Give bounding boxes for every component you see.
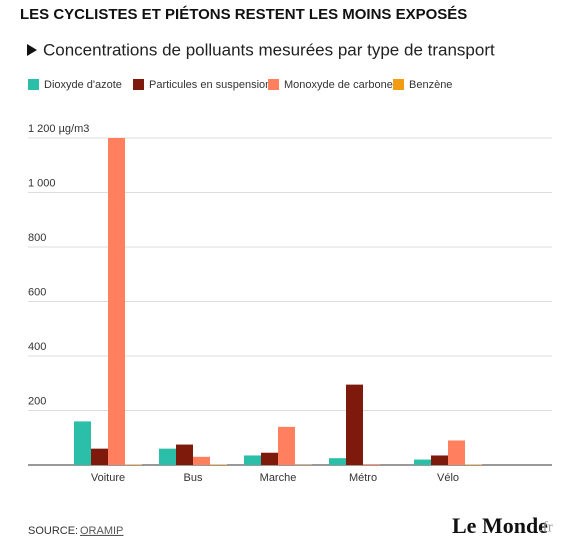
y-tick-label: 1 200 µg/m3 [28, 123, 89, 135]
bar [363, 464, 380, 465]
bar [431, 455, 448, 465]
bar [176, 444, 193, 465]
bar [244, 455, 261, 465]
chart-subtitle: Concentrations de polluants mesurées par… [43, 40, 495, 59]
legend-swatch [268, 79, 279, 90]
bar [329, 458, 346, 465]
bar [91, 448, 108, 465]
bar [465, 464, 482, 465]
legend-label: Monoxyde de carbone [284, 79, 393, 91]
x-tick-label: Marche [260, 472, 297, 484]
y-tick-label: 1 000 [28, 177, 56, 189]
x-tick-label: Métro [349, 472, 377, 484]
legend-label: Benzène [409, 79, 452, 91]
bar [193, 456, 210, 465]
bar [108, 138, 125, 465]
y-tick-label: 600 [28, 286, 46, 298]
bar [414, 459, 431, 465]
legend-label: Dioxyde d'azote [44, 79, 122, 91]
bar [210, 464, 227, 465]
chart-title: LES CYCLISTES ET PIÉTONS RESTENT LES MOI… [20, 6, 467, 23]
bar [125, 464, 142, 465]
legend-swatch [393, 79, 404, 90]
bar [74, 421, 91, 465]
logo-suffix: .fr [539, 519, 553, 535]
legend-swatch [28, 79, 39, 90]
source-link[interactable]: ORAMIP [80, 525, 123, 537]
y-tick-label: 400 [28, 341, 46, 353]
logo: Le Monde [452, 513, 548, 538]
legend-swatch [133, 79, 144, 90]
legend-label: Particules en suspension [149, 79, 271, 91]
y-tick-label: 200 [28, 395, 46, 407]
bar [261, 452, 278, 465]
x-tick-label: Vélo [437, 472, 459, 484]
x-tick-label: Bus [184, 472, 203, 484]
source-label: SOURCE: [28, 525, 78, 537]
bar [278, 426, 295, 465]
subtitle-marker [27, 44, 37, 56]
x-tick-label: Voiture [91, 472, 125, 484]
bar [448, 440, 465, 465]
bar [346, 384, 363, 465]
y-tick-label: 800 [28, 232, 46, 244]
bar [159, 448, 176, 465]
